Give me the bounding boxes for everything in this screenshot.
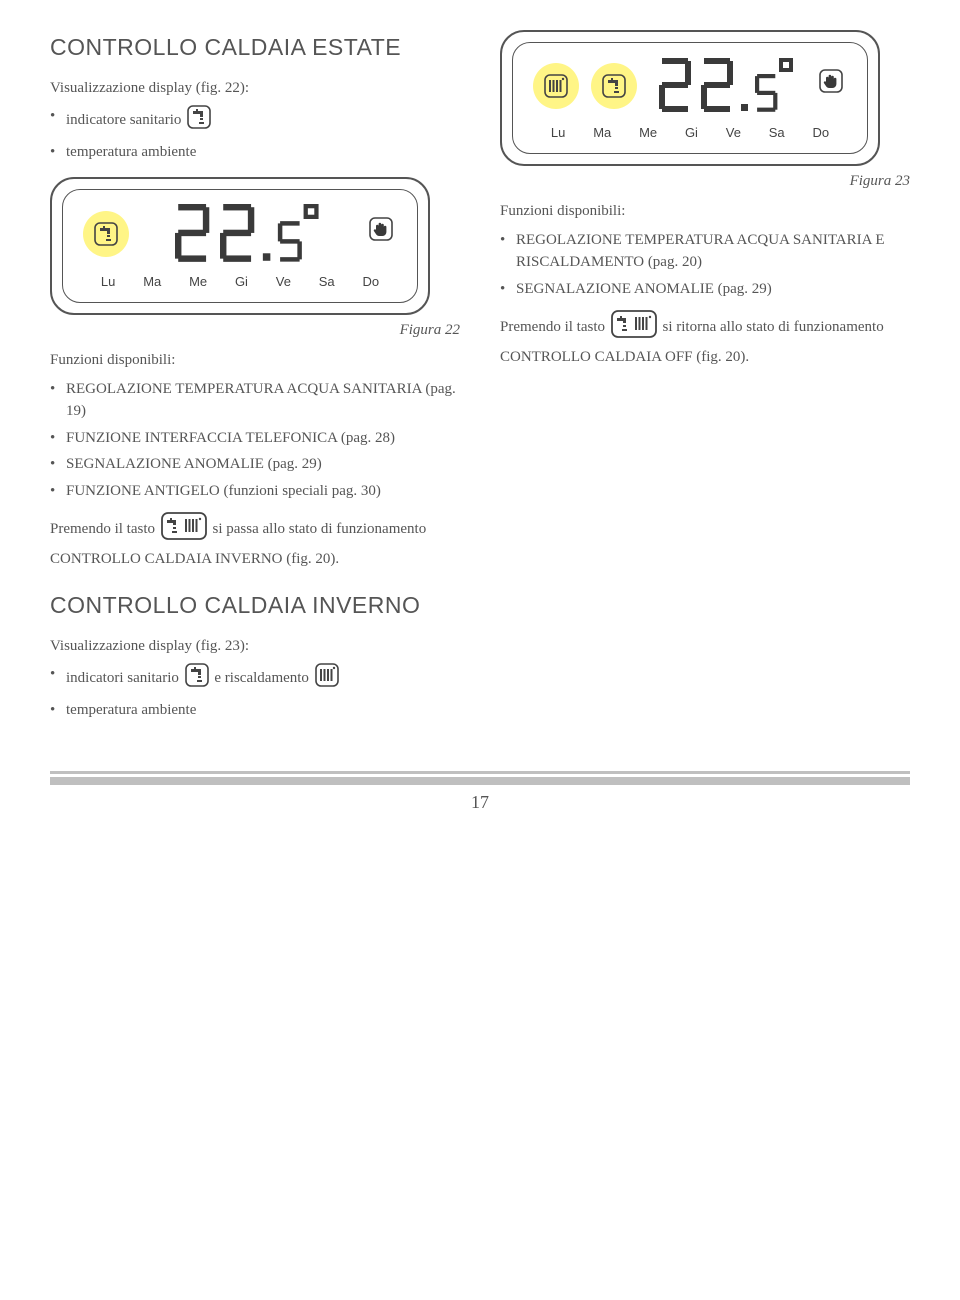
display-days-row: Lu Ma Me Gi Ve Sa Do xyxy=(81,272,399,292)
day: Sa xyxy=(769,123,785,143)
text: Premendo il tasto xyxy=(500,319,605,335)
display-digits xyxy=(131,204,369,264)
radiator-icon xyxy=(315,663,339,695)
title-inverno: CONTROLLO CALDAIA INVERNO xyxy=(50,588,460,623)
func-list-right: REGOLAZIONE TEMPERATURA ACQUA SANITARIA … xyxy=(500,229,910,301)
intro-item-sanitario: indicatore sanitario xyxy=(50,105,460,137)
text: indicatore sanitario xyxy=(66,112,181,128)
func-list-left: REGOLAZIONE TEMPERATURA ACQUA SANITARIA … xyxy=(50,378,460,503)
hand-icon xyxy=(369,217,399,251)
func-intro-left: Funzioni disponibili: xyxy=(50,349,460,372)
display-fig-22: Lu Ma Me Gi Ve Sa Do xyxy=(50,177,430,315)
intro-item-indicatori: indicatori sanitario e riscaldamento xyxy=(50,663,460,695)
day: Me xyxy=(639,123,657,143)
day: Do xyxy=(362,272,379,292)
day: Lu xyxy=(101,272,115,292)
intro-list-inverno: indicatori sanitario e riscaldamento tem… xyxy=(50,663,460,721)
text: e riscaldamento xyxy=(214,670,309,686)
display-digits xyxy=(639,57,819,115)
day: Gi xyxy=(685,123,698,143)
day: Gi xyxy=(235,272,248,292)
combo-button-icon xyxy=(611,310,657,346)
intro-item-temp: temperatura ambiente xyxy=(50,141,460,164)
faucet-icon-glow xyxy=(81,209,131,259)
hand-icon xyxy=(819,69,849,103)
combo-button-icon xyxy=(161,512,207,548)
day: Ve xyxy=(276,272,291,292)
display-intro-2: Visualizzazione display (fig. 23): xyxy=(50,635,460,658)
figure-23-caption: Figura 23 xyxy=(500,170,910,193)
day: Do xyxy=(812,123,829,143)
intro-list-estate: indicatore sanitario temperatura ambient… xyxy=(50,105,460,163)
func-item: SEGNALAZIONE ANOMALIE (pag. 29) xyxy=(500,278,910,301)
func-intro-right: Funzioni disponibili: xyxy=(500,200,910,223)
intro-item-temp2: temperatura ambiente xyxy=(50,699,460,722)
day: Ve xyxy=(726,123,741,143)
press-para-left: Premendo il tasto si passa allo stato di… xyxy=(50,512,460,570)
figure-22-caption: Figura 22 xyxy=(50,319,460,342)
right-column: Lu Ma Me Gi Ve Sa Do Figura 23 Funzioni … xyxy=(500,30,910,731)
faucet-icon-glow xyxy=(589,61,639,111)
func-item: FUNZIONE ANTIGELO (funzioni speciali pag… xyxy=(50,480,460,503)
faucet-icon xyxy=(187,105,211,137)
day: Ma xyxy=(143,272,161,292)
day: Me xyxy=(189,272,207,292)
display-fig-23: Lu Ma Me Gi Ve Sa Do xyxy=(500,30,880,166)
text: indicatori sanitario xyxy=(66,670,179,686)
press-para-right: Premendo il tasto si ritorna allo stato … xyxy=(500,310,910,368)
day: Sa xyxy=(319,272,335,292)
page-footer: 17 xyxy=(50,771,910,816)
func-item: SEGNALAZIONE ANOMALIE (pag. 29) xyxy=(50,453,460,476)
left-column: CONTROLLO CALDAIA ESTATE Visualizzazione… xyxy=(50,30,460,731)
func-item: REGOLAZIONE TEMPERATURA ACQUA SANITARIA … xyxy=(500,229,910,274)
day: Ma xyxy=(593,123,611,143)
display-days-row: Lu Ma Me Gi Ve Sa Do xyxy=(531,123,849,143)
faucet-icon xyxy=(185,663,209,695)
radiator-icon-glow xyxy=(531,61,581,111)
title-estate: CONTROLLO CALDAIA ESTATE xyxy=(50,30,460,65)
day: Lu xyxy=(551,123,565,143)
text: Premendo il tasto xyxy=(50,521,155,537)
page-number: 17 xyxy=(50,789,910,816)
func-item: REGOLAZIONE TEMPERATURA ACQUA SANITARIA … xyxy=(50,378,460,423)
display-intro: Visualizzazione display (fig. 22): xyxy=(50,77,460,100)
func-item: FUNZIONE INTERFACCIA TELEFONICA (pag. 28… xyxy=(50,427,460,450)
